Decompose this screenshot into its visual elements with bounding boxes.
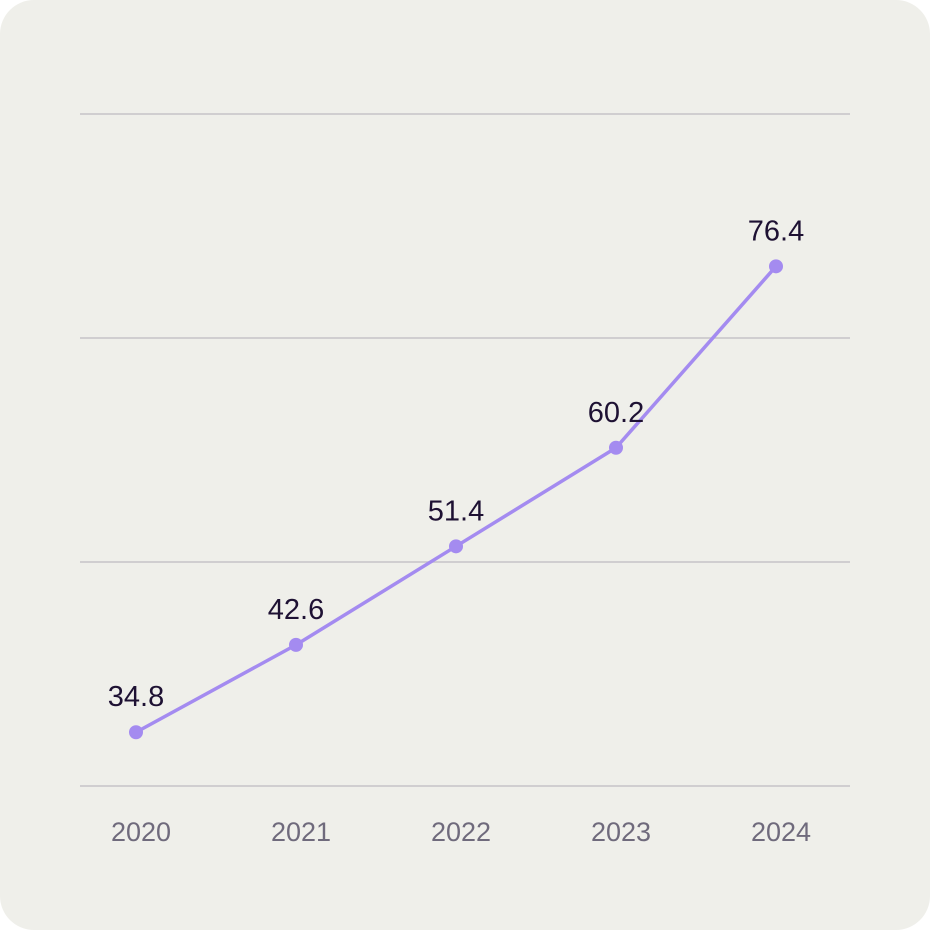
x-axis-ticks: 2020 2021 2022 2023 2024	[111, 817, 811, 847]
data-label-2022: 51.4	[428, 495, 484, 527]
data-point-2022	[449, 539, 463, 554]
data-labels: 34.8 42.6 51.4 60.2 76.4	[108, 215, 804, 713]
data-label-2021: 42.6	[268, 594, 324, 626]
data-label-2024: 76.4	[748, 215, 804, 247]
data-point-2023	[609, 440, 623, 455]
data-label-2023: 60.2	[588, 397, 644, 429]
data-point-2020	[129, 725, 143, 740]
data-point-2021	[289, 637, 303, 652]
series-group	[129, 259, 783, 740]
gridlines	[80, 113, 850, 787]
x-tick-label-2022: 2022	[431, 817, 491, 847]
data-label-2020: 34.8	[108, 681, 164, 713]
x-tick-label-2020: 2020	[111, 817, 171, 847]
x-tick-label-2021: 2021	[271, 817, 331, 847]
x-tick-label-2023: 2023	[591, 817, 651, 847]
data-point-2024	[769, 259, 783, 274]
x-tick-label-2024: 2024	[751, 817, 811, 847]
